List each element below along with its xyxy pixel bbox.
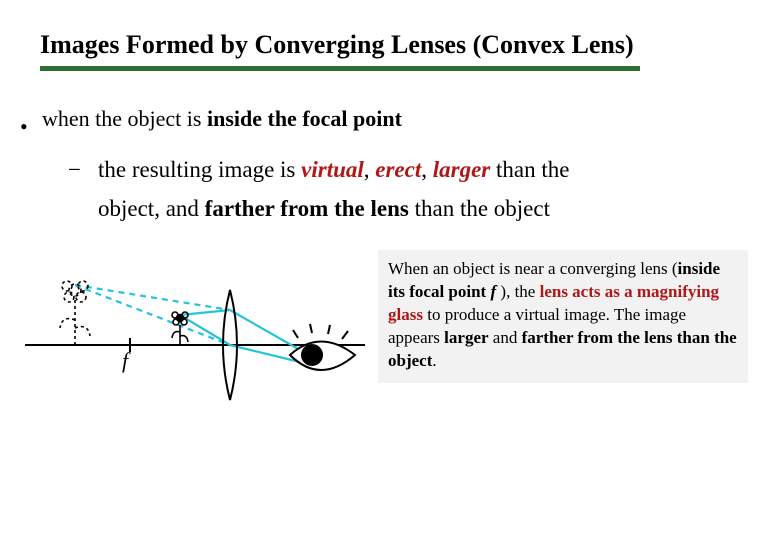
cap-d: ), the: [500, 282, 539, 301]
cap-h: and: [489, 328, 522, 347]
caption-box: When an object is near a converging lens…: [378, 250, 748, 383]
bullet1-bold: inside the focal point: [207, 106, 402, 131]
optics-diagram: f: [20, 250, 370, 420]
page-title: Images Formed by Converging Lenses (Conv…: [40, 30, 634, 60]
bullet-dot-icon: •: [20, 114, 28, 140]
cap-g: larger: [444, 328, 488, 347]
b2-c1: ,: [364, 157, 376, 182]
b2-farther: farther from the lens: [205, 196, 409, 221]
bullet-level1: • when the object is inside the focal po…: [20, 106, 402, 132]
cap-j: .: [432, 351, 436, 370]
bullet-level2: − the resulting image is virtual, erect,…: [68, 150, 740, 228]
b2-c2: ,: [421, 157, 433, 182]
cap-a: When an object is near a converging lens…: [388, 259, 678, 278]
virtual-ray-2: [75, 285, 230, 345]
virtual-image-flower-icon: [60, 281, 90, 345]
ray-lens-to-eye-2: [230, 345, 300, 362]
b2-t2: than the: [490, 157, 569, 182]
object-flower-icon: [172, 312, 188, 345]
bullet-dash-icon: −: [68, 150, 81, 189]
title-underline: [40, 66, 640, 71]
b2-t4: than the object: [409, 196, 550, 221]
b2-t3: object, and: [98, 196, 205, 221]
b2-larger: larger: [433, 157, 491, 182]
bullet1-text: when the object is: [42, 106, 207, 131]
b2-virtual: virtual: [301, 157, 364, 182]
b2-t1: the resulting image is: [98, 157, 301, 182]
cap-c: f: [490, 282, 500, 301]
b2-erect: erect: [375, 157, 421, 182]
virtual-ray-1: [75, 285, 230, 310]
eye-icon: [290, 324, 355, 370]
